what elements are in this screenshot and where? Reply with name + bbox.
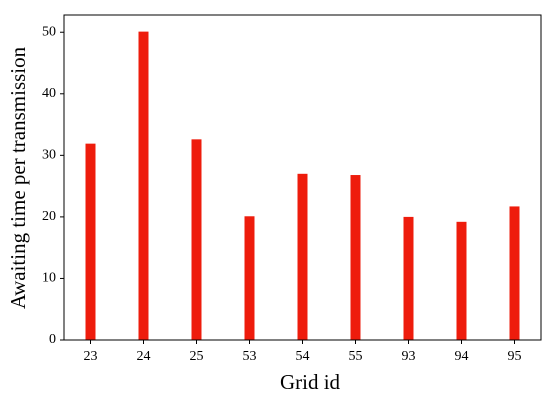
x-tick-label: 23: [84, 349, 98, 364]
x-tick-label: 54: [296, 349, 310, 364]
x-tick-label: 24: [137, 349, 151, 364]
bar: [138, 31, 149, 340]
y-tick-label: 40: [42, 86, 56, 101]
y-tick-label: 30: [42, 148, 56, 163]
y-tick-label: 10: [42, 271, 56, 286]
x-tick-label: 94: [455, 349, 469, 364]
x-tick-label: 95: [508, 349, 522, 364]
x-tick-label: 93: [402, 349, 416, 364]
bar: [350, 175, 361, 340]
y-axis-label: Awaiting time per transmission: [6, 46, 30, 309]
bar: [456, 221, 467, 340]
plot-frame: [63, 14, 542, 341]
bar: [191, 139, 202, 340]
y-tick-label: 0: [49, 332, 56, 347]
bar: [509, 206, 520, 340]
bar: [244, 216, 255, 340]
bar: [403, 216, 414, 340]
bar: [85, 143, 96, 340]
y-tick-label: 50: [42, 24, 56, 39]
x-axis-label: Grid id: [280, 370, 341, 394]
x-tick-label: 55: [349, 349, 363, 364]
x-tick-label: 53: [243, 349, 257, 364]
x-tick-label: 25: [190, 349, 204, 364]
y-tick-label: 20: [42, 209, 56, 224]
bar: [297, 173, 308, 340]
